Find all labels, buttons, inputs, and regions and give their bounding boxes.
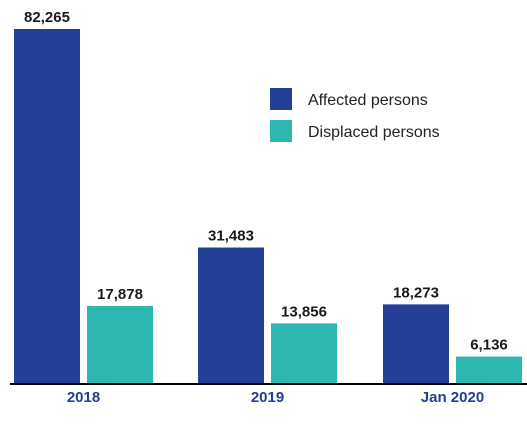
value-label-affected-jan-2020: 18,273 xyxy=(393,284,439,301)
bar-displaced-2018 xyxy=(87,306,153,383)
x-tick-label-2019: 2019 xyxy=(251,389,284,406)
x-tick-label-jan-2020: Jan 2020 xyxy=(421,389,484,406)
x-tick-label-2018: 2018 xyxy=(67,389,100,406)
value-label-affected-2019: 31,483 xyxy=(208,228,254,245)
value-label-displaced-jan-2020: 6,136 xyxy=(470,337,508,354)
value-label-displaced-2019: 13,856 xyxy=(281,303,327,320)
bar-displaced-jan-2020 xyxy=(456,356,522,383)
legend-swatch-affected xyxy=(270,88,292,110)
legend-label-affected: Affected persons xyxy=(308,92,428,109)
bar-affected-2018 xyxy=(14,29,80,383)
bars-layer xyxy=(14,29,522,383)
axis-layer: 2018 2019 Jan 2020 xyxy=(10,383,527,406)
value-labels-layer: 82,265 17,878 31,483 13,856 18,273 6,136 xyxy=(24,9,508,354)
value-label-displaced-2018: 17,878 xyxy=(97,286,143,303)
bar-affected-jan-2020 xyxy=(383,304,449,383)
value-label-affected-2018: 82,265 xyxy=(24,9,70,26)
bar-affected-2019 xyxy=(198,247,264,383)
legend-swatch-displaced xyxy=(270,120,292,142)
bar-displaced-2019 xyxy=(271,323,337,383)
legend: Affected persons Displaced persons xyxy=(270,88,440,142)
legend-label-displaced: Displaced persons xyxy=(308,124,440,141)
